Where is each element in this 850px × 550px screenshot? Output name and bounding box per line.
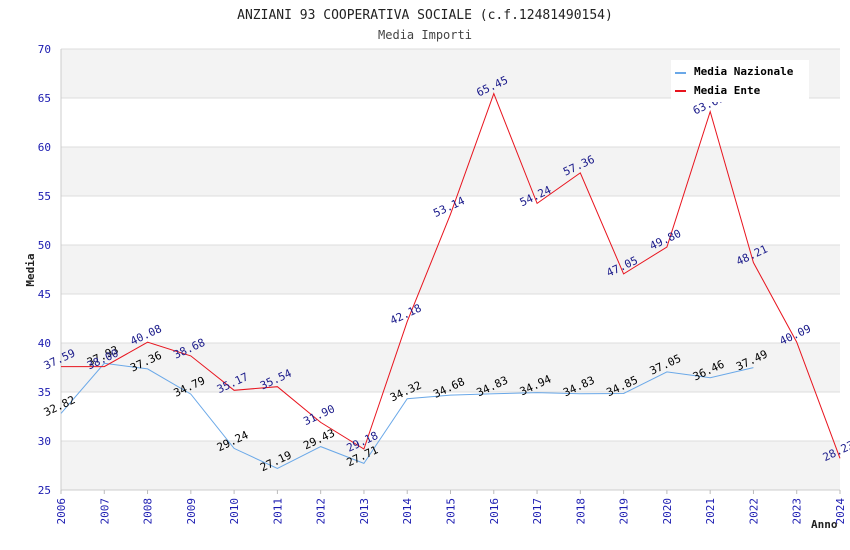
chart-subtitle: Media Importi: [378, 28, 472, 42]
y-axis-title: Media: [24, 253, 37, 286]
legend: Media Nazionale Media Ente: [671, 60, 809, 102]
legend-background: [671, 60, 809, 102]
grid-lines: [61, 48, 840, 491]
series-layer: [60, 92, 841, 470]
x-tick-label: 2010: [228, 498, 241, 525]
legend-label-media-ente: Media Ente: [694, 84, 761, 97]
series-line-1: [61, 92, 841, 459]
grid-band: [61, 147, 840, 196]
x-tick-label: 2014: [401, 498, 414, 525]
x-tick-label: 2012: [315, 498, 328, 525]
data-label: 53.14: [431, 194, 467, 220]
x-tick-label: 2015: [445, 498, 458, 525]
x-tick-label: 2007: [98, 498, 111, 525]
y-tick-label: 50: [38, 239, 51, 252]
y-tick-label: 70: [38, 43, 51, 56]
x-tick-label: 2017: [531, 498, 544, 525]
y-tick-label: 30: [38, 435, 51, 448]
x-tick-label: 2020: [661, 498, 674, 525]
x-axis-ticks: 2006 2007 2008 2009 2010 2011 2012 2013 2014 2015…: [55, 490, 847, 525]
y-tick-label: 35: [38, 386, 51, 399]
x-tick-label: 2009: [185, 498, 198, 525]
grid-band: [61, 245, 840, 294]
x-axis-title: Anno: [811, 518, 838, 531]
y-tick-label: 65: [38, 92, 51, 105]
x-tick-label: 2016: [488, 498, 501, 525]
grid-bands: [61, 49, 840, 490]
x-tick-label: 2019: [618, 498, 631, 525]
data-label: 42.18: [388, 302, 424, 328]
grid-band: [61, 343, 840, 392]
x-tick-label: 2011: [271, 498, 284, 525]
y-tick-label: 45: [38, 288, 51, 301]
y-axis-ticks: 25 30 35 40 45 50 55 60 65 70: [38, 43, 51, 497]
y-tick-label: 25: [38, 484, 51, 497]
x-tick-label: 2013: [358, 498, 371, 525]
y-tick-label: 60: [38, 141, 51, 154]
x-tick-label: 2006: [55, 498, 68, 525]
x-tick-label: 2021: [704, 498, 717, 525]
chart-title: ANZIANI 93 COOPERATIVA SOCIALE (c.f.1248…: [237, 8, 613, 23]
x-tick-label: 2023: [791, 498, 804, 525]
x-tick-label: 2024: [834, 498, 847, 525]
x-tick-label: 2022: [747, 498, 760, 525]
grid-band: [61, 441, 840, 490]
x-tick-label: 2008: [142, 498, 155, 525]
y-tick-label: 40: [38, 337, 51, 350]
x-tick-label: 2018: [574, 498, 587, 525]
legend-label-media-nazionale: Media Nazionale: [694, 65, 794, 78]
y-tick-label: 55: [38, 190, 51, 203]
series-line-0: [60, 362, 754, 470]
data-label: 31.90: [301, 402, 337, 428]
